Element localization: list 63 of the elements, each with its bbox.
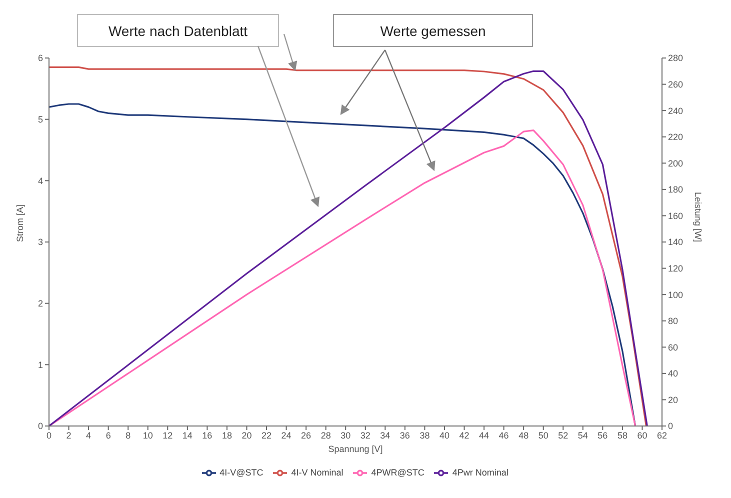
legend-label: 4PWR@STC <box>371 467 424 478</box>
y2-tick-label: 280 <box>668 53 684 64</box>
x-tick-label: 42 <box>459 430 470 440</box>
y2-tick-label: 40 <box>668 368 678 379</box>
y2-tick-label: 220 <box>668 132 684 142</box>
x-tick-label: 30 <box>340 430 351 440</box>
y-tick-label: 0 <box>38 421 43 432</box>
x-tick-label: 28 <box>320 430 331 440</box>
legend-label: 4I-V@STC <box>220 467 264 478</box>
x-tick-label: 36 <box>400 430 410 440</box>
x-tick-label: 58 <box>617 430 628 440</box>
x-tick-label: 50 <box>538 430 548 440</box>
y-tick-label: 5 <box>38 114 43 125</box>
y-tick-label: 1 <box>38 360 43 370</box>
x-tick-label: 48 <box>518 430 529 440</box>
x-tick-label: 16 <box>202 430 212 440</box>
x-tick-label: 54 <box>578 430 588 440</box>
x-tick-label: 32 <box>360 430 370 440</box>
y-tick-label: 2 <box>38 298 43 309</box>
x-tick-label: 4 <box>86 430 92 440</box>
x-tick-label: 0 <box>46 430 52 440</box>
legend-label: 4Pwr Nominal <box>452 467 508 478</box>
x-tick-label: 12 <box>162 430 173 440</box>
x-tick-label: 26 <box>301 430 312 440</box>
y-axis-title: Strom [A] <box>15 204 26 242</box>
x-tick-label: 14 <box>182 430 192 440</box>
y2-tick-label: 240 <box>668 106 684 116</box>
x-tick-label: 20 <box>242 430 252 440</box>
x-tick-label: 8 <box>126 430 131 440</box>
x-tick-label: 34 <box>380 430 390 440</box>
y2-tick-label: 140 <box>668 237 684 248</box>
y2-tick-label: 180 <box>668 184 684 195</box>
y-tick-label: 4 <box>38 176 43 186</box>
x-tick-label: 6 <box>106 430 111 440</box>
y2-tick-label: 120 <box>668 263 684 274</box>
x-tick-label: 44 <box>479 430 490 440</box>
x-tick-label: 24 <box>281 430 292 440</box>
y2-tick-label: 60 <box>668 342 678 352</box>
y-tick-label: 3 <box>38 237 43 248</box>
y2-tick-label: 100 <box>668 290 684 300</box>
x-tick-label: 18 <box>222 430 232 440</box>
x-tick-label: 2 <box>66 430 72 440</box>
y2-tick-label: 20 <box>668 394 678 405</box>
y-tick-label: 6 <box>38 53 43 64</box>
x-tick-label: 62 <box>656 430 668 440</box>
y2-tick-label: 0 <box>668 421 674 432</box>
y2-tick-label: 80 <box>668 316 678 326</box>
y2-axis-title: Leistung [W] <box>692 192 703 242</box>
x-tick-label: 40 <box>439 430 450 440</box>
x-tick-label: 38 <box>420 430 430 440</box>
text: Werte gemessen <box>333 14 533 47</box>
x-tick-label: 10 <box>142 430 153 440</box>
y2-tick-label: 200 <box>668 158 684 168</box>
x-tick-label: 60 <box>637 430 648 440</box>
text: Werte nach Datenblatt <box>77 14 279 47</box>
x-tick-label: 52 <box>558 430 568 440</box>
y2-tick-label: 160 <box>668 210 684 221</box>
x-tick-label: 56 <box>598 430 608 440</box>
x-tick-label: 46 <box>498 430 509 440</box>
y2-tick-label: 260 <box>668 79 684 90</box>
x-axis-title: Spannung [V] <box>328 444 383 454</box>
legend-label: 4I-V Nominal <box>291 467 344 478</box>
x-tick-label: 22 <box>262 430 272 440</box>
